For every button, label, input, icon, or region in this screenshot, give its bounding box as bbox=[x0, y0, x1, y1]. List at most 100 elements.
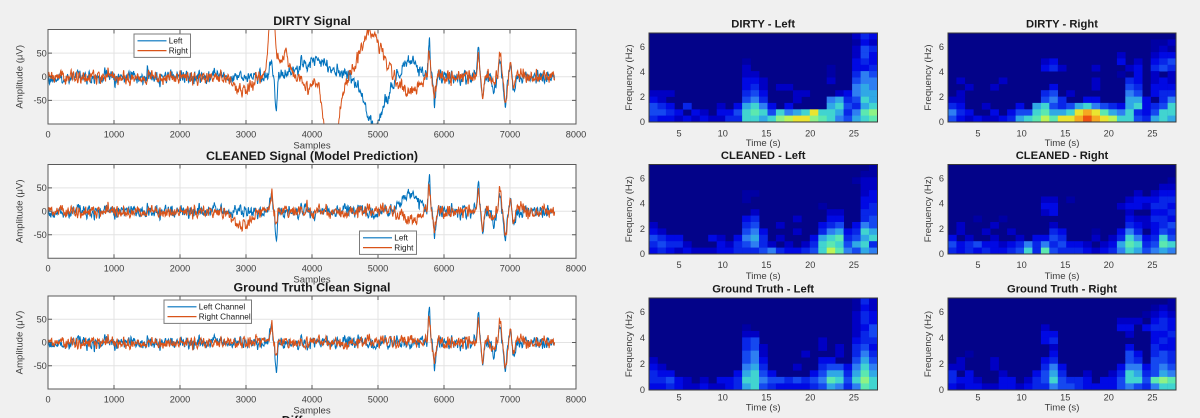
svg-text:8000: 8000 bbox=[566, 264, 586, 274]
svg-text:Ground Truth - Left: Ground Truth - Left bbox=[712, 284, 814, 296]
svg-text:Time (s): Time (s) bbox=[746, 138, 781, 149]
svg-text:Frequency (Hz): Frequency (Hz) bbox=[923, 44, 934, 110]
svg-text:DIRTY Signal: DIRTY Signal bbox=[273, 14, 351, 28]
svg-text:0: 0 bbox=[939, 249, 944, 259]
svg-text:Left: Left bbox=[394, 234, 408, 243]
svg-text:0: 0 bbox=[45, 264, 50, 274]
svg-text:2: 2 bbox=[640, 92, 645, 102]
svg-text:-50: -50 bbox=[34, 361, 47, 371]
svg-text:10: 10 bbox=[718, 129, 728, 139]
svg-text:CLEANED - Left: CLEANED - Left bbox=[721, 150, 806, 162]
svg-text:2000: 2000 bbox=[170, 394, 190, 404]
svg-text:4000: 4000 bbox=[302, 264, 322, 274]
svg-text:0: 0 bbox=[939, 117, 944, 127]
svg-text:Frequency (Hz): Frequency (Hz) bbox=[923, 176, 934, 242]
svg-text:Right: Right bbox=[169, 47, 189, 56]
svg-text:6: 6 bbox=[939, 42, 944, 52]
svg-text:7000: 7000 bbox=[500, 129, 520, 139]
svg-text:5: 5 bbox=[676, 129, 681, 139]
svg-text:5: 5 bbox=[676, 260, 681, 270]
svg-text:CLEANED Signal (Model Predicti: CLEANED Signal (Model Prediction) bbox=[206, 149, 418, 163]
svg-text:50: 50 bbox=[37, 48, 47, 58]
svg-text:0: 0 bbox=[939, 385, 944, 395]
svg-text:6000: 6000 bbox=[434, 264, 454, 274]
svg-text:5000: 5000 bbox=[368, 394, 388, 404]
svg-text:-50: -50 bbox=[34, 96, 47, 106]
svg-text:4: 4 bbox=[939, 199, 944, 209]
svg-text:6000: 6000 bbox=[434, 129, 454, 139]
svg-text:15: 15 bbox=[761, 392, 771, 402]
svg-text:5: 5 bbox=[676, 392, 681, 402]
svg-text:2: 2 bbox=[640, 359, 645, 369]
svg-text:0: 0 bbox=[45, 129, 50, 139]
svg-text:7000: 7000 bbox=[500, 394, 520, 404]
svg-text:4: 4 bbox=[939, 67, 944, 77]
svg-text:15: 15 bbox=[761, 129, 771, 139]
svg-text:Ground Truth - Right: Ground Truth - Right bbox=[1007, 284, 1117, 296]
svg-text:5: 5 bbox=[975, 129, 980, 139]
svg-text:Frequency (Hz): Frequency (Hz) bbox=[624, 44, 635, 110]
svg-text:Amplitude (μV): Amplitude (μV) bbox=[15, 311, 26, 375]
svg-text:4: 4 bbox=[640, 333, 645, 343]
svg-text:50: 50 bbox=[37, 183, 47, 193]
svg-text:8000: 8000 bbox=[566, 394, 586, 404]
svg-text:Samples: Samples bbox=[293, 275, 331, 286]
svg-text:20: 20 bbox=[805, 260, 815, 270]
svg-text:20: 20 bbox=[1104, 392, 1114, 402]
svg-text:4: 4 bbox=[640, 67, 645, 77]
svg-text:2000: 2000 bbox=[170, 264, 190, 274]
svg-text:Right: Right bbox=[394, 244, 414, 253]
svg-text:Amplitude (μV): Amplitude (μV) bbox=[15, 45, 26, 109]
svg-text:DIRTY - Right: DIRTY - Right bbox=[1026, 19, 1098, 31]
svg-text:6000: 6000 bbox=[434, 394, 454, 404]
svg-text:0: 0 bbox=[42, 338, 47, 348]
svg-text:25: 25 bbox=[849, 129, 859, 139]
svg-text:Samples: Samples bbox=[293, 141, 331, 152]
svg-text:0: 0 bbox=[640, 117, 645, 127]
svg-text:25: 25 bbox=[849, 260, 859, 270]
svg-text:10: 10 bbox=[1016, 260, 1026, 270]
svg-text:4000: 4000 bbox=[302, 129, 322, 139]
svg-text:20: 20 bbox=[1104, 129, 1114, 139]
svg-text:6: 6 bbox=[939, 173, 944, 183]
svg-text:25: 25 bbox=[1147, 260, 1157, 270]
svg-text:2: 2 bbox=[939, 224, 944, 234]
svg-text:5: 5 bbox=[975, 392, 980, 402]
svg-text:25: 25 bbox=[1147, 129, 1157, 139]
svg-text:4: 4 bbox=[640, 199, 645, 209]
svg-text:20: 20 bbox=[805, 129, 815, 139]
svg-text:8000: 8000 bbox=[566, 129, 586, 139]
svg-text:25: 25 bbox=[1147, 392, 1157, 402]
svg-text:1000: 1000 bbox=[104, 264, 124, 274]
svg-text:15: 15 bbox=[1060, 392, 1070, 402]
svg-text:Time (s): Time (s) bbox=[746, 271, 781, 282]
svg-text:5: 5 bbox=[975, 260, 980, 270]
svg-text:10: 10 bbox=[1016, 129, 1026, 139]
svg-text:5000: 5000 bbox=[368, 264, 388, 274]
svg-text:3000: 3000 bbox=[236, 129, 256, 139]
svg-text:2: 2 bbox=[640, 224, 645, 234]
svg-text:6: 6 bbox=[640, 173, 645, 183]
svg-text:1000: 1000 bbox=[104, 394, 124, 404]
svg-text:15: 15 bbox=[1060, 129, 1070, 139]
svg-text:Right Channel: Right Channel bbox=[199, 313, 251, 322]
svg-text:0: 0 bbox=[42, 207, 47, 217]
svg-text:3000: 3000 bbox=[236, 264, 256, 274]
svg-text:15: 15 bbox=[1060, 260, 1070, 270]
svg-text:Ground Truth Clean Signal: Ground Truth Clean Signal bbox=[234, 281, 391, 295]
svg-text:10: 10 bbox=[1016, 392, 1026, 402]
svg-text:2000: 2000 bbox=[170, 129, 190, 139]
svg-text:5000: 5000 bbox=[368, 129, 388, 139]
svg-text:20: 20 bbox=[1104, 260, 1114, 270]
svg-text:15: 15 bbox=[761, 260, 771, 270]
svg-text:Frequency (Hz): Frequency (Hz) bbox=[624, 311, 635, 377]
svg-text:3000: 3000 bbox=[236, 394, 256, 404]
svg-text:Difference: Difference bbox=[282, 413, 343, 418]
svg-text:25: 25 bbox=[849, 392, 859, 402]
svg-text:Left Channel: Left Channel bbox=[199, 303, 246, 312]
svg-text:DIRTY - Left: DIRTY - Left bbox=[731, 19, 795, 31]
svg-text:10: 10 bbox=[718, 260, 728, 270]
svg-text:4: 4 bbox=[939, 333, 944, 343]
svg-text:1000: 1000 bbox=[104, 129, 124, 139]
svg-text:Time (s): Time (s) bbox=[1045, 403, 1080, 414]
